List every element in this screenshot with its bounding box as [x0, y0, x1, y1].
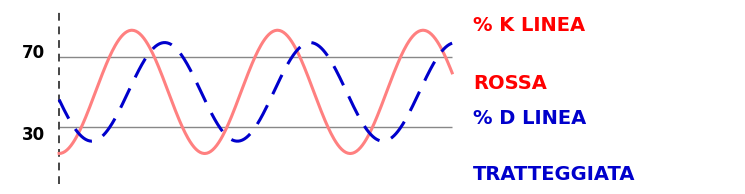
- Text: % K LINEA: % K LINEA: [473, 16, 586, 35]
- Text: % D LINEA: % D LINEA: [473, 109, 586, 128]
- Text: ROSSA: ROSSA: [473, 74, 547, 93]
- Text: TRATTEGGIATA: TRATTEGGIATA: [473, 165, 635, 184]
